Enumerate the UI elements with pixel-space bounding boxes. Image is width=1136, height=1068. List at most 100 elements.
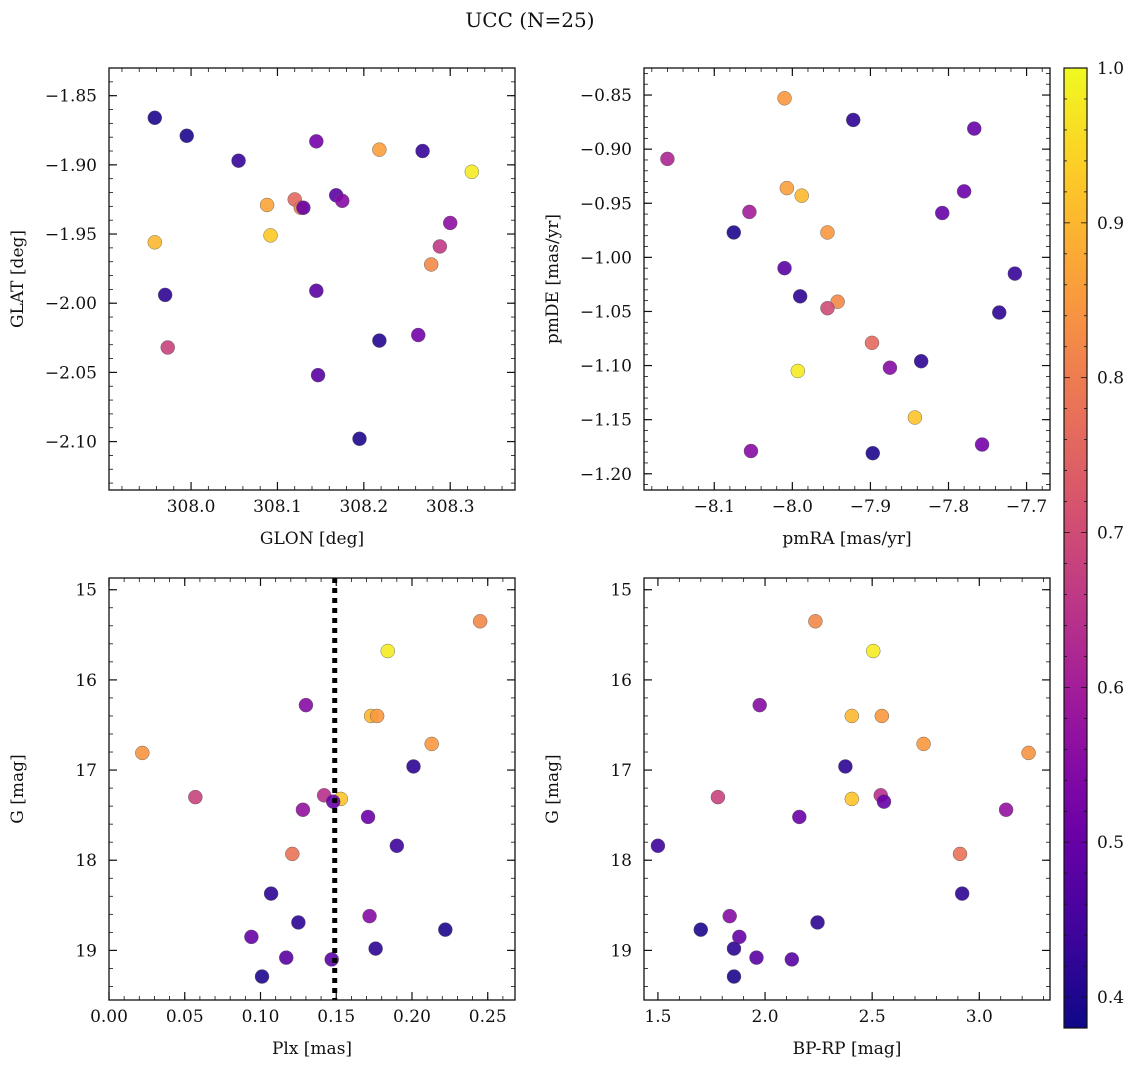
data-point-glon-glat	[147, 235, 162, 250]
panel-plx-g: 0.00 0.05 0.10 0.15 0.20 0.25 15 16 17 18 19 Plx [m…	[8, 577, 516, 1059]
data-point-plx-g	[368, 941, 383, 956]
x-tick-label: 0.20	[393, 1007, 431, 1027]
y-tick-label: 18	[610, 851, 632, 871]
colorbar-tick-label: 0.4	[1097, 988, 1124, 1008]
colorbar-tick-label: 1.0	[1097, 59, 1124, 79]
data-point-plx-g	[362, 908, 377, 924]
data-point-bprp-g	[874, 708, 890, 724]
y-tick-label: 17	[610, 761, 632, 781]
data-point-bprp-g	[808, 614, 823, 629]
y-tick-label: −1.15	[580, 411, 632, 431]
y-tick-label: 16	[610, 671, 632, 691]
data-point-glon-glat	[309, 283, 324, 298]
data-point-glon-glat	[231, 153, 246, 168]
data-point-glon-glat	[157, 287, 173, 303]
y-tick-label: −1.90	[45, 156, 97, 176]
y-tick-label: −1.95	[45, 225, 97, 245]
data-point-glon-glat	[259, 197, 275, 213]
y-tick-label: −1.05	[580, 302, 632, 322]
axes-frame	[108, 577, 516, 1001]
x-tick-label: 1.5	[644, 1007, 671, 1027]
y-tick-label: −1.10	[580, 357, 632, 377]
data-point-pmra-pmde	[726, 225, 741, 240]
data-point-bprp-g	[916, 736, 931, 752]
data-point-glon-glat	[432, 239, 448, 254]
data-point-glon-glat	[411, 327, 426, 343]
x-tick-label: 2.5	[859, 1007, 886, 1027]
colorbar: 0.4 0.5 0.6 0.7 0.8 0.9 1.0	[1063, 59, 1124, 1029]
data-point-glon-glat	[335, 193, 350, 209]
x-tick-label: −8.1	[694, 497, 735, 517]
y-tick-label: 17	[75, 761, 97, 781]
data-point-bprp-g	[810, 915, 825, 930]
data-point-glon-glat	[147, 110, 162, 126]
data-point-bprp-g	[954, 886, 970, 901]
data-point-plx-g	[438, 922, 453, 937]
data-point-plx-g	[360, 809, 376, 825]
data-point-pmra-pmde	[846, 112, 861, 128]
x-tick-label: −7.8	[928, 497, 969, 517]
x-axis-label: Plx [mas]	[272, 1039, 352, 1059]
y-tick-label: 15	[75, 581, 97, 601]
data-point-pmra-pmde	[882, 360, 898, 375]
data-point-pmra-pmde	[742, 204, 757, 220]
y-tick-label: −0.90	[580, 140, 632, 160]
x-axis-label: BP-RP [mag]	[793, 1039, 902, 1059]
data-point-bprp-g	[752, 697, 767, 713]
data-point-plx-g	[472, 614, 488, 629]
y-tick-label: −0.85	[580, 86, 632, 106]
data-point-pmra-pmde	[907, 410, 923, 425]
data-point-plx-g	[254, 969, 270, 984]
data-point-pmra-pmde	[956, 184, 972, 199]
x-axis-label: GLON [deg]	[260, 529, 364, 549]
axes-frame	[108, 67, 516, 491]
data-point-pmra-pmde	[792, 289, 808, 304]
y-axis-label: GLAT [deg]	[8, 230, 28, 328]
y-tick-label: −0.95	[580, 194, 632, 214]
y-tick-label: 18	[75, 851, 97, 871]
data-point-pmra-pmde	[992, 305, 1007, 320]
data-point-plx-g	[380, 643, 395, 659]
x-tick-label: 2.0	[752, 1007, 779, 1027]
y-tick-label: −1.00	[580, 248, 632, 268]
y-tick-label: 19	[75, 941, 97, 961]
data-point-plx-g	[424, 736, 439, 752]
data-point-glon-glat	[309, 134, 324, 149]
figure-title: UCC (N=25)	[465, 8, 594, 32]
data-point-bprp-g	[998, 802, 1014, 817]
data-point-plx-g	[263, 886, 279, 901]
data-point-glon-glat	[263, 228, 278, 243]
data-point-pmra-pmde	[830, 294, 845, 309]
data-point-plx-g	[285, 846, 300, 862]
data-point-pmra-pmde	[790, 363, 806, 379]
data-point-bprp-g	[1021, 745, 1036, 761]
x-tick-label: 308.1	[253, 497, 302, 517]
x-tick-label: 3.0	[966, 1007, 993, 1027]
data-point-bprp-g	[650, 838, 666, 854]
y-axis-label: G [mag]	[543, 754, 563, 823]
y-tick-label: 15	[610, 581, 632, 601]
x-tick-label: 0.25	[469, 1007, 507, 1027]
data-point-plx-g	[135, 745, 150, 761]
colorbar-tick-label: 0.5	[1097, 833, 1124, 853]
panel-bprp-g: 1.5 2.0 2.5 3.0 15 16 17 18 19 BP-RP [mag] G [mag]	[543, 577, 1051, 1059]
data-point-bprp-g	[693, 922, 708, 937]
data-point-pmra-pmde	[794, 188, 809, 203]
axes-frame	[643, 577, 1051, 1001]
x-tick-label: 308.0	[167, 497, 216, 517]
data-point-bprp-g	[952, 846, 968, 862]
x-tick-label: 0.10	[242, 1007, 280, 1027]
data-point-pmra-pmde	[743, 443, 759, 459]
data-point-glon-glat	[464, 164, 480, 179]
x-tick-label: −7.7	[1006, 497, 1047, 517]
y-tick-label: −1.20	[580, 465, 632, 485]
x-tick-label: 0.00	[90, 1007, 128, 1027]
data-point-glon-glat	[160, 340, 175, 355]
data-point-bprp-g	[844, 708, 860, 724]
data-point-bprp-g	[726, 969, 742, 984]
data-point-pmra-pmde	[660, 151, 675, 167]
x-axis-label: pmRA [mas/yr]	[782, 529, 911, 549]
colorbar-tick-label: 0.8	[1097, 369, 1124, 389]
panel-pmra-pmde: −8.1 −8.0 −7.9 −7.8 −7.7 −0.85 −0.90 −0.95 −1.00…	[543, 67, 1051, 549]
data-point-bprp-g	[792, 809, 807, 825]
